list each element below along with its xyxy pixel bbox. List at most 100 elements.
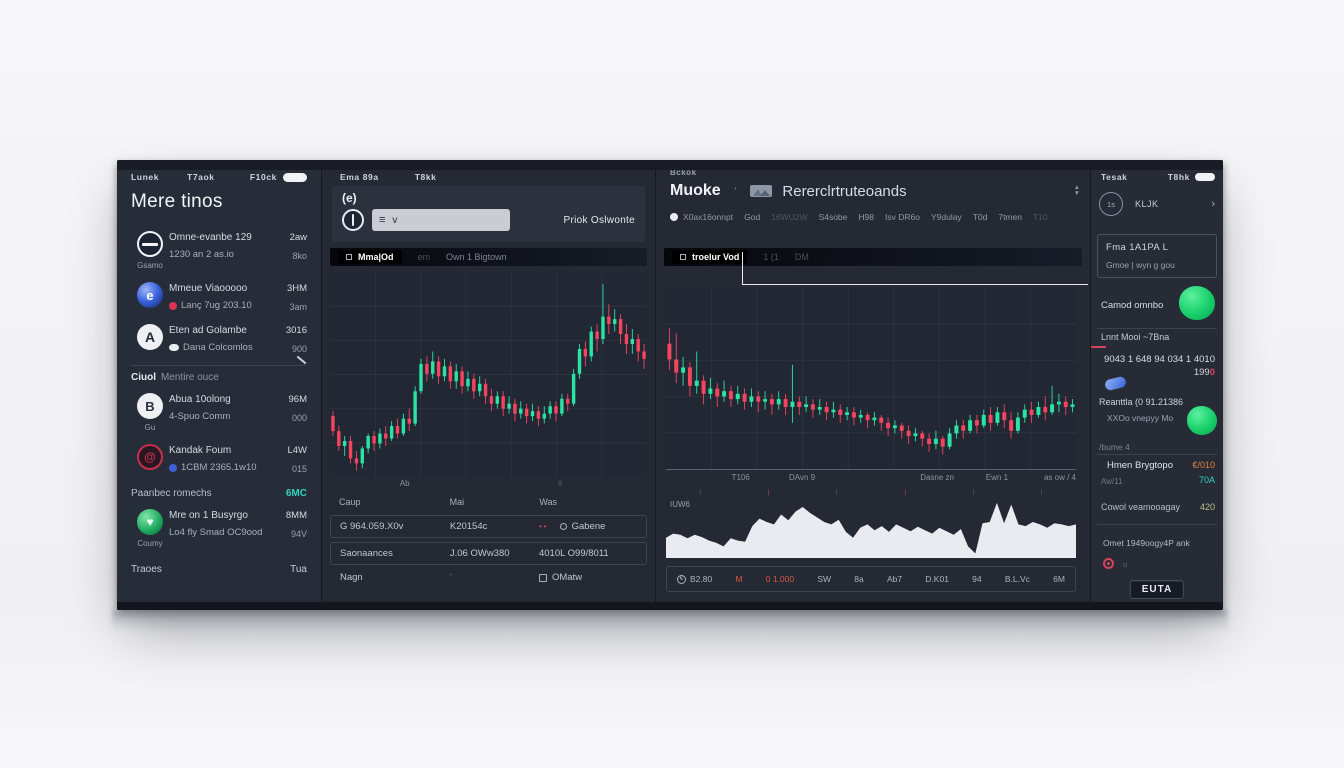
stat-item[interactable]: S4sobe	[818, 212, 848, 222]
annotation-line-horizontal	[742, 284, 1088, 285]
checkbox-icon[interactable]	[538, 573, 547, 582]
tab-tesak[interactable]: Tesak	[1101, 172, 1128, 182]
column-header[interactable]: Was	[539, 497, 557, 507]
divider	[1097, 454, 1217, 455]
status-item[interactable]: B.L.Vc	[1004, 574, 1030, 584]
table-row[interactable]: G 964.059.X0v K20154c •• Gabene	[330, 515, 647, 538]
list-item[interactable]: Gsamo Omne-evanbe 129 1230 an 2 as.io 2a…	[131, 225, 307, 276]
orders-table: Caup Mai Was G 964.059.X0v K20154c •• Ga…	[330, 494, 647, 589]
info-box[interactable]: Fma 1A1PA L Gmoe | wyn g gou	[1097, 234, 1217, 278]
axis-label: T106	[731, 473, 750, 482]
status-item[interactable]: 0 1.000	[765, 574, 795, 584]
note-text: Omet 1949oogy4P ank	[1103, 538, 1190, 548]
toolbar-item[interactable]: DM	[794, 252, 809, 262]
tab-f10ck[interactable]: F10ck	[249, 172, 277, 182]
status-item[interactable]: D.K01	[925, 574, 949, 584]
interval-pill[interactable]: troelur Vod	[672, 250, 748, 264]
search-input[interactable]: ≡ v	[372, 209, 510, 231]
item-value: 8MM	[285, 510, 307, 521]
chevron-right-icon[interactable]: ›	[1211, 198, 1215, 210]
sidebar-tab-bar: Lunek T7aok F10ck	[131, 172, 307, 182]
coin-icon: €	[677, 574, 686, 584]
toolbar-item[interactable]: Own 1 Bigtown	[446, 252, 507, 262]
info-line-1: Fma 1A1PA L	[1106, 242, 1169, 253]
list-item[interactable]: B Gu Abua 10olong 4-Spuo Comm 96M 000	[131, 387, 307, 438]
status-item[interactable]: B2.80	[690, 574, 713, 584]
alert-dots-icon: ••	[538, 522, 549, 531]
stat-item[interactable]: X0ax16onnpt	[683, 212, 734, 222]
search-hint-label: Priok Oslwonte	[563, 214, 635, 226]
detail-row-value: 420	[1199, 502, 1215, 512]
green-toggle-icon[interactable]	[1179, 286, 1215, 320]
toolbar-item[interactable]: em	[417, 252, 431, 262]
toolbar-item[interactable]: 1 (1	[763, 252, 779, 262]
stat-item[interactable]: 7tmen	[998, 212, 1022, 222]
stat-item[interactable]: Y9dulay	[930, 212, 962, 222]
item-name: Mmeue Viaooooo	[169, 283, 248, 294]
list-item[interactable]: @ Kandak Foum 1CBM 2365.1w10 L4W 015	[131, 438, 307, 480]
axis-label: as ow / 4	[1043, 473, 1076, 482]
divider	[131, 355, 307, 366]
green-indicator-icon[interactable]	[1187, 406, 1217, 435]
item-value: L4W	[287, 445, 307, 456]
overview-x-axis: T106 DAvn 9 Dasne zn Ewn 1 as ow / 4	[666, 473, 1076, 484]
column-header[interactable]: Caup	[339, 497, 361, 507]
status-item[interactable]: 94	[972, 574, 982, 584]
panel-mini-label: Bckok	[670, 168, 697, 177]
status-item[interactable]: 8a	[854, 574, 864, 584]
mountain-image-icon	[750, 185, 773, 197]
status-item[interactable]: 6M	[1053, 574, 1065, 584]
volume-area-chart[interactable]: IUW6	[666, 498, 1076, 558]
tab-t8kk[interactable]: T8kk	[414, 172, 437, 182]
list-item[interactable]: A Eten ad Golambe Dana Colcomlos 3016 90…	[131, 318, 307, 360]
list-item[interactable]: e Mmeue Viaooooo Lanç 7ug 203.10 3HM 3am	[131, 276, 307, 318]
item-name: Eten ad Golambe	[169, 325, 247, 336]
cell: Gabene	[571, 521, 606, 532]
table-header: Caup Mai Was	[330, 494, 647, 511]
overview-candlestick-chart[interactable]	[666, 288, 1076, 470]
table-row[interactable]: Nagn ' OMatw	[330, 566, 647, 589]
candlestick-chart[interactable]	[330, 272, 647, 477]
sidebar-footer: Traoes Tua	[131, 564, 307, 575]
trading-dashboard-window: Lunek T7aok F10ck Mere tinos Gsamo Omne-…	[117, 160, 1223, 610]
red-dot-icon	[169, 301, 177, 310]
stat-item[interactable]: T0d	[972, 212, 988, 222]
stat-item[interactable]: God	[744, 212, 761, 222]
crimson-swirl-icon: @	[137, 444, 163, 470]
stat-item[interactable]: 16WU2W	[771, 212, 808, 222]
status-item[interactable]: SW	[817, 574, 832, 584]
cell: K20154c	[449, 521, 488, 532]
item-value: 3016	[285, 325, 307, 336]
market-list: Gsamo Omne-evanbe 129 1230 an 2 as.io 2a…	[131, 225, 307, 575]
table-row[interactable]: Saonaances J.06 OWw380 4010L O99/8011	[330, 542, 647, 565]
annotation-line-vertical	[742, 252, 743, 285]
status-item[interactable]: M	[735, 574, 743, 584]
column-header[interactable]: Mai	[449, 497, 465, 507]
item-name: Omne-evanbe 129	[169, 232, 252, 243]
status-item[interactable]: Ab7	[886, 574, 903, 584]
stat-item[interactable]: H98	[858, 212, 874, 222]
user-badge-icon[interactable]	[342, 209, 364, 231]
tick-marks: | | | | | |	[699, 490, 1043, 496]
euta-button[interactable]: EUTA	[1129, 580, 1185, 599]
stat-item[interactable]: T10	[1032, 212, 1048, 222]
sidebar-toggle[interactable]	[283, 172, 307, 182]
tab-t7aok[interactable]: T7aok	[187, 172, 215, 182]
interval-pill[interactable]: Mma|Od	[338, 250, 402, 264]
tab-t8hk[interactable]: T8hk	[1167, 172, 1190, 182]
sort-icon[interactable]: ▲ ▼	[1073, 184, 1080, 197]
toggle-row: Camod omnbo	[1101, 286, 1215, 326]
toggle-label: Camod omnbo	[1101, 300, 1164, 311]
stat-item[interactable]: Isv DR6o	[885, 212, 920, 222]
details-toggle[interactable]	[1195, 173, 1215, 181]
detail-row-value: €/010	[1192, 460, 1215, 470]
axis-label: Dasne zn	[920, 473, 954, 482]
item-subvalue: 94V	[290, 529, 307, 539]
metric-row[interactable]: Paanbec romechs 6MC	[131, 480, 307, 503]
tab-ema[interactable]: Ema 89a	[340, 172, 379, 182]
tab-lunek[interactable]: Lunek	[131, 172, 160, 182]
list-item[interactable]: ♥ Coumy Mre on 1 Busyrgo Lo4 fly Smad OC…	[131, 503, 307, 554]
pair-row[interactable]: 1s KLJK ›	[1099, 192, 1215, 216]
window-reflection	[112, 610, 1228, 632]
